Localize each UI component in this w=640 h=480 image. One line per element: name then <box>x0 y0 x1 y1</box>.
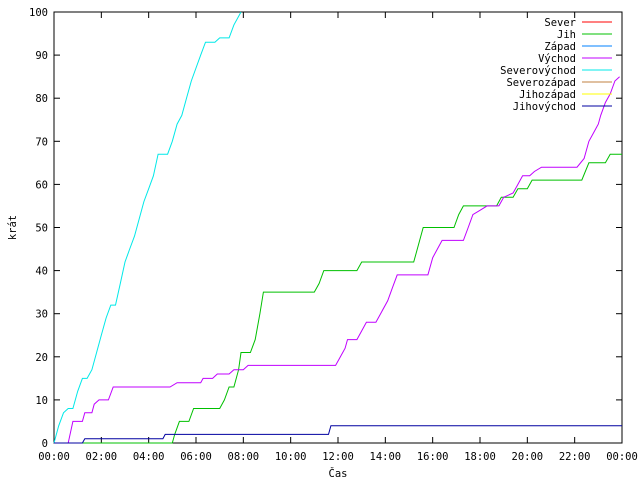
legend: SeverJihZápadVýchodSeverovýchodSeverozáp… <box>500 17 612 113</box>
legend-label: Západ <box>544 41 576 53</box>
x-tick-label: 10:00 <box>275 451 307 463</box>
x-tick-label: 00:00 <box>606 451 638 463</box>
x-tick-label: 20:00 <box>512 451 544 463</box>
legend-label: Severovýchod <box>500 65 576 77</box>
x-tick-label: 12:00 <box>322 451 354 463</box>
legend-label: Jih <box>557 29 576 41</box>
series-line <box>53 11 242 444</box>
x-tick-label: 00:00 <box>38 451 70 463</box>
legend-label: Jihozápad <box>519 89 576 101</box>
legend-label: Sever <box>544 17 576 29</box>
y-tick-label: 100 <box>29 7 48 19</box>
y-tick-label: 50 <box>35 223 48 235</box>
y-tick-label: 10 <box>35 395 48 407</box>
series-lines <box>53 11 622 444</box>
y-tick-label: 80 <box>35 93 48 105</box>
y-tick-label: 20 <box>35 352 48 364</box>
x-tick-label: 08:00 <box>228 451 260 463</box>
x-tick-label: 06:00 <box>180 451 212 463</box>
y-tick-label: 0 <box>42 438 48 450</box>
y-axis-label: krát <box>7 215 19 240</box>
x-tick-label: 14:00 <box>370 451 402 463</box>
series-line <box>54 76 620 444</box>
x-tick-label: 04:00 <box>133 451 165 463</box>
axis-ticks: 00:00 02:00 04:00 06:00 08:00 10:00 12:00 14:00… <box>29 7 638 463</box>
legend-label: Jihovýchod <box>513 101 576 113</box>
y-tick-label: 60 <box>35 179 48 191</box>
x-tick-label: 16:00 <box>417 451 449 463</box>
series-line <box>54 153 622 444</box>
legend-label: Severozápad <box>506 77 576 89</box>
y-tick-label: 70 <box>35 136 48 148</box>
y-tick-label: 90 <box>35 50 48 62</box>
series-line <box>54 425 622 444</box>
x-axis-label: Čas <box>329 467 348 480</box>
legend-label: Východ <box>538 53 576 65</box>
x-tick-label: 22:00 <box>559 451 591 463</box>
x-tick-label: 18:00 <box>464 451 496 463</box>
y-tick-label: 40 <box>35 266 48 278</box>
y-tick-label: 30 <box>35 309 48 321</box>
x-tick-label: 02:00 <box>86 451 118 463</box>
